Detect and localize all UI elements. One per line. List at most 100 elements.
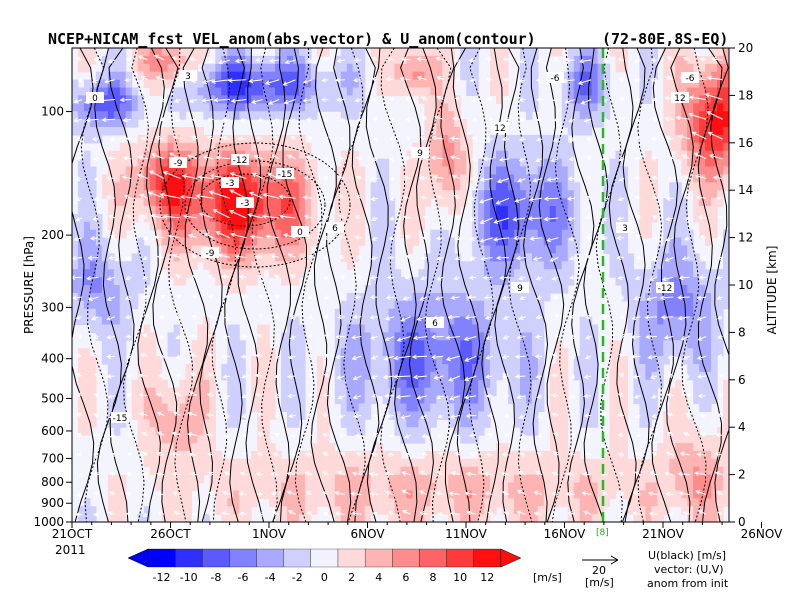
heat-cell xyxy=(496,324,503,333)
heat-cell xyxy=(442,63,449,73)
heat-cell xyxy=(215,166,222,175)
heat-cell xyxy=(436,261,443,270)
heat-cell xyxy=(418,419,425,428)
heat-cell xyxy=(448,166,455,175)
heat-cell xyxy=(448,419,455,428)
heat-cell xyxy=(609,261,617,270)
heat-cell xyxy=(639,308,646,318)
heat-cell xyxy=(364,379,372,389)
heat-cell xyxy=(161,261,169,270)
heat-cell xyxy=(705,206,712,215)
heat-cell xyxy=(233,285,240,294)
heat-cell xyxy=(555,174,563,183)
heat-cell xyxy=(537,198,545,207)
vector-arrow xyxy=(156,136,165,140)
heat-cell xyxy=(400,285,408,294)
heat-cell xyxy=(161,134,169,144)
heat-cell xyxy=(508,466,515,476)
heat-cell xyxy=(173,198,181,207)
heat-cell xyxy=(609,221,617,231)
heat-cell xyxy=(585,514,593,522)
heat-cell xyxy=(281,364,288,373)
heat-cell xyxy=(502,87,509,96)
heat-cell xyxy=(292,166,300,175)
heat-cell xyxy=(442,411,449,420)
contour-line xyxy=(266,48,292,522)
heat-cell xyxy=(263,419,270,428)
heat-cell xyxy=(298,190,306,199)
heat-cell xyxy=(597,55,605,65)
heat-cell xyxy=(561,174,569,183)
heat-cell xyxy=(442,450,449,460)
heat-cell xyxy=(496,48,503,57)
heat-cell xyxy=(705,348,712,357)
heat-cell xyxy=(687,142,694,152)
heat-cell xyxy=(657,458,664,468)
heat-cell xyxy=(143,198,151,207)
heat-cell xyxy=(322,466,330,476)
heat-cell xyxy=(537,514,545,522)
heat-cell xyxy=(376,237,384,247)
vector-arrow xyxy=(107,375,115,378)
heat-cell xyxy=(137,395,145,405)
heat-cell xyxy=(687,332,694,341)
heat-cell xyxy=(508,245,515,254)
heat-cell xyxy=(436,292,443,302)
heat-cell xyxy=(137,237,145,247)
heat-cell xyxy=(531,277,539,286)
vector-arrowhead xyxy=(149,170,154,175)
heat-cell xyxy=(346,300,354,310)
heat-cell xyxy=(400,427,408,436)
heat-cell xyxy=(304,111,312,120)
heat-cell xyxy=(585,403,593,412)
heat-cell xyxy=(531,182,539,191)
heat-cell xyxy=(519,324,527,333)
heat-cell xyxy=(478,419,485,428)
heat-cell xyxy=(519,316,527,326)
heat-cell xyxy=(233,95,240,104)
heat-cell xyxy=(430,364,437,373)
heat-cell xyxy=(717,498,724,507)
heat-cell xyxy=(197,387,204,397)
heat-cell xyxy=(161,458,169,468)
heat-cell xyxy=(543,450,551,460)
heat-cell xyxy=(370,506,378,515)
heat-cell xyxy=(400,466,408,476)
heat-cell xyxy=(699,514,706,522)
heat-cell xyxy=(525,166,533,175)
heat-cell xyxy=(281,71,288,81)
heat-cell xyxy=(406,324,414,333)
heat-cell xyxy=(119,340,127,349)
vector-arrowhead xyxy=(162,170,168,176)
heat-cell xyxy=(418,506,425,515)
heat-cell xyxy=(508,458,515,468)
heat-cell xyxy=(436,498,443,507)
heat-cell xyxy=(466,166,473,175)
heat-cell xyxy=(645,308,652,318)
heat-cell xyxy=(203,63,210,73)
heat-cell xyxy=(173,166,181,175)
heat-cell xyxy=(579,71,587,81)
heat-cell xyxy=(310,182,318,191)
heat-cell xyxy=(525,419,533,428)
heat-cell xyxy=(687,356,694,365)
heat-cell xyxy=(627,316,635,326)
heat-cell xyxy=(424,371,431,381)
heat-cell xyxy=(173,395,181,405)
heat-cell xyxy=(269,174,276,183)
contour-line xyxy=(182,48,209,522)
heat-cell xyxy=(687,371,694,381)
heat-cell xyxy=(155,237,163,247)
heat-cell xyxy=(233,48,240,57)
heat-cell xyxy=(137,387,145,397)
heat-cell xyxy=(119,324,127,333)
heat-cell xyxy=(119,514,127,522)
heat-cell xyxy=(161,55,169,65)
heat-cell xyxy=(549,206,557,215)
heat-cell xyxy=(334,466,342,476)
heat-cell xyxy=(334,190,342,199)
heat-cell xyxy=(340,63,348,73)
heat-cell xyxy=(639,395,646,405)
heat-cell xyxy=(675,450,682,460)
heat-cell xyxy=(675,111,682,120)
